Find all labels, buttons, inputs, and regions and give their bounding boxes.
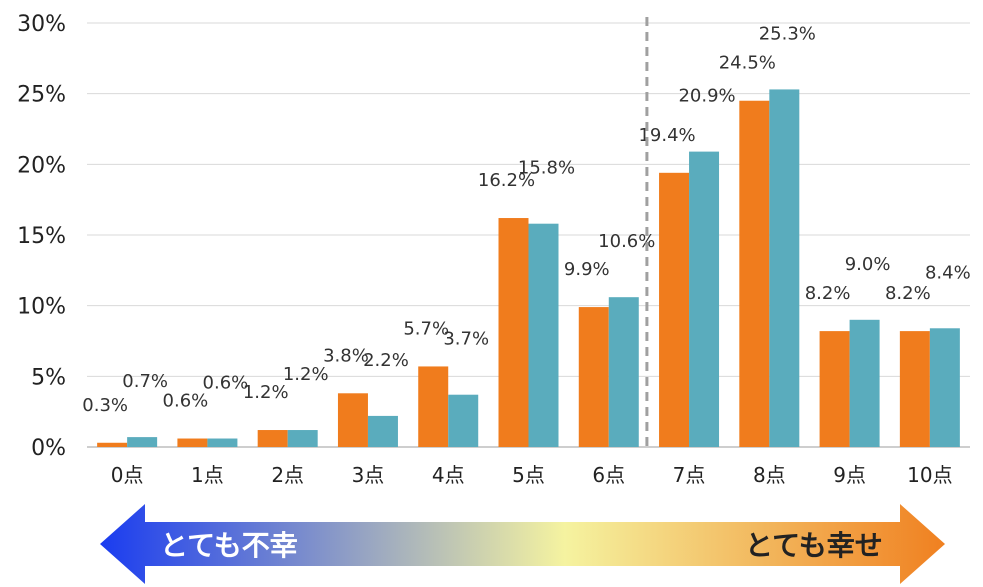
data-label: 0.3% <box>82 395 128 416</box>
x-category-label: 6点 <box>592 463 625 487</box>
bar <box>608 297 639 447</box>
bar <box>578 307 609 447</box>
data-label: 0.7% <box>122 371 168 392</box>
y-tick-label: 10% <box>17 295 66 320</box>
bar <box>337 393 368 447</box>
bar <box>257 430 288 447</box>
y-tick-label: 15% <box>17 224 66 249</box>
data-label: 9.9% <box>564 259 610 280</box>
scale-right-label: とても幸せ <box>745 529 883 562</box>
data-label: 8.4% <box>925 262 971 283</box>
bar <box>177 438 208 447</box>
data-label: 9.0% <box>845 254 891 275</box>
x-category-label: 4点 <box>432 463 465 487</box>
data-label: 25.3% <box>759 23 816 44</box>
bar <box>498 218 529 447</box>
x-category-label: 0点 <box>111 463 144 487</box>
data-label: 0.6% <box>203 373 249 394</box>
bar <box>819 331 850 447</box>
bar <box>97 442 128 447</box>
x-category-label: 9点 <box>833 463 866 487</box>
bar <box>929 328 960 447</box>
y-tick-label: 5% <box>31 365 66 390</box>
data-label: 8.2% <box>885 283 931 304</box>
bar <box>207 438 238 447</box>
y-tick-label: 20% <box>17 153 66 178</box>
bar <box>769 89 800 447</box>
bar <box>689 151 720 447</box>
data-label: 24.5% <box>719 53 776 74</box>
data-label: 15.8% <box>518 158 575 179</box>
scale-left-label: とても不幸 <box>160 529 298 562</box>
data-label: 8.2% <box>805 283 851 304</box>
x-category-label: 1点 <box>191 463 224 487</box>
data-label: 0.6% <box>163 391 209 412</box>
data-label: 1.2% <box>243 382 289 403</box>
y-tick-label: 25% <box>17 83 66 108</box>
x-category-label: 5点 <box>512 463 545 487</box>
y-axis-ticks: 0% 5% 10% 15% 20% 25% 30% <box>17 12 66 461</box>
bar <box>448 394 479 447</box>
scale-arrow: とても不幸 とても幸せ <box>100 504 945 584</box>
x-category-label: 8点 <box>753 463 786 487</box>
bar <box>528 223 559 447</box>
y-tick-label: 30% <box>17 12 66 37</box>
data-label: 2.2% <box>363 350 409 371</box>
data-label: 16.2% <box>478 170 535 191</box>
x-axis-categories: 0点 1点 2点 3点 4点 5点 6点 7点 8点 9点 10点 <box>111 463 953 487</box>
bar <box>367 415 398 447</box>
bar <box>659 172 690 447</box>
data-label: 1.2% <box>283 364 329 385</box>
data-label: 3.7% <box>443 329 489 350</box>
x-category-label: 7点 <box>673 463 706 487</box>
data-label: 19.4% <box>638 125 695 146</box>
x-category-label: 3点 <box>352 463 385 487</box>
data-label: 20.9% <box>678 86 735 107</box>
bar <box>127 437 158 447</box>
y-tick-label: 0% <box>31 436 66 461</box>
x-category-label: 2点 <box>271 463 304 487</box>
scale-arrow-shape <box>100 504 945 584</box>
data-label: 10.6% <box>598 231 655 252</box>
data-label: 3.8% <box>323 345 369 366</box>
x-category-label: 10点 <box>907 463 952 487</box>
data-label: 5.7% <box>403 318 449 339</box>
bar <box>287 430 318 447</box>
bar <box>418 366 449 447</box>
bars <box>97 89 960 447</box>
bar <box>849 319 880 447</box>
bar <box>899 331 930 447</box>
data-labels: 0.3%0.7%0.6%0.6%1.2%1.2%3.8%2.2%5.7%3.7%… <box>82 23 970 415</box>
bar <box>739 100 770 447</box>
